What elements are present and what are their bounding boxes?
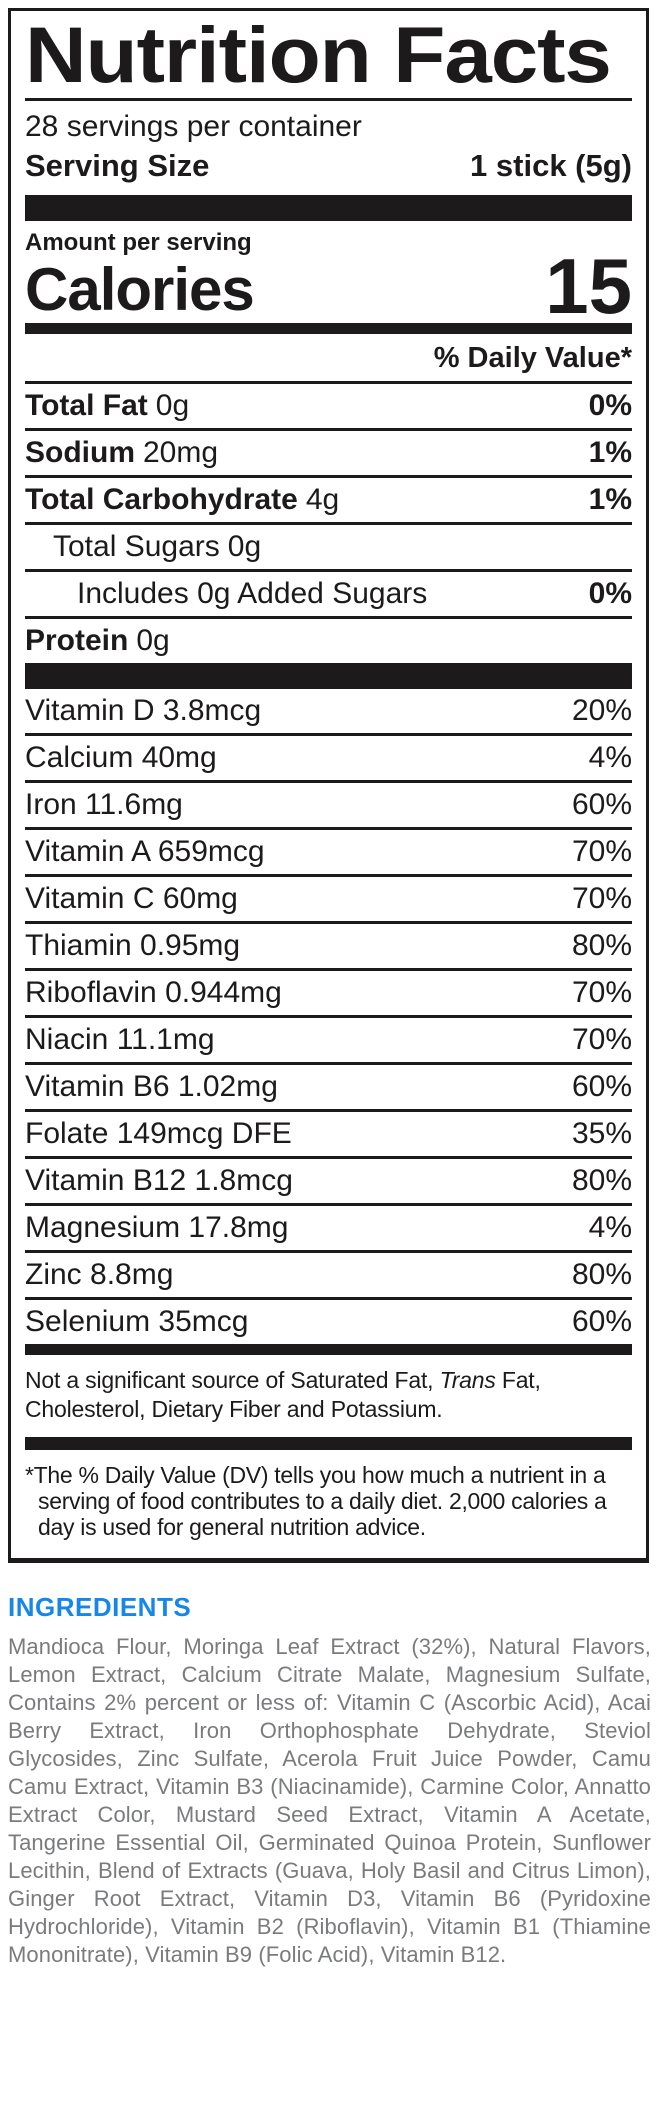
micronutrient-name: Zinc 8.8mg: [25, 1258, 174, 1292]
micronutrient-dv: 35%: [571, 1117, 632, 1151]
micronutrient-dv: 70%: [571, 976, 632, 1010]
divider-bar-medium: [25, 323, 632, 335]
calories-label: Calories: [25, 256, 255, 324]
micronutrient-dv: 80%: [571, 1258, 632, 1292]
micronutrient-name: Vitamin B12 1.8mcg: [25, 1164, 293, 1198]
nutrient-row-protein: Protein 0g: [25, 616, 632, 663]
micronutrient-name: Calcium 40mg: [25, 741, 217, 775]
micronutrient-row-thiamin: Thiamin 0.95mg 80%: [25, 921, 632, 968]
nutrient-dv: 1%: [588, 483, 632, 517]
micronutrient-dv: 60%: [571, 788, 632, 822]
micronutrient-name: Vitamin B6 1.02mg: [25, 1070, 278, 1104]
not-significant-note: Not a significant source of Saturated Fa…: [25, 1367, 541, 1423]
micronutrient-row-niacin: Niacin 11.1mg 70%: [25, 1015, 632, 1062]
calories-block: Amount per serving Calories 15: [25, 221, 632, 330]
nutrient-dv: 0%: [588, 389, 632, 423]
nutrient-dv: 1%: [588, 436, 632, 470]
nutrient-name: Total Fat: [25, 389, 148, 423]
divider-bar-medium: [25, 1344, 632, 1356]
micronutrient-name: Selenium 35mcg: [25, 1305, 249, 1339]
ingredients-text: Mandioca Flour, Moringa Leaf Extract (32…: [8, 1634, 651, 1967]
nutrient-amount: 0g: [136, 624, 170, 658]
nutrient-dv: 0%: [588, 577, 632, 611]
nutrient-row-total-fat: Total Fat 0g 0%: [25, 381, 632, 428]
micronutrient-dv: 4%: [588, 741, 632, 775]
micronutrient-row-selenium: Selenium 35mcg 60%: [25, 1297, 632, 1344]
nutrient-name: Total Carbohydrate: [25, 483, 298, 517]
micronutrient-name: Vitamin A 659mcg: [25, 835, 265, 869]
micronutrient-row-calcium: Calcium 40mg 4%: [25, 733, 632, 780]
micronutrient-name: Magnesium 17.8mg: [25, 1211, 289, 1245]
nutrient-name: Sodium: [25, 436, 135, 470]
serving-size-row: Serving Size 1 stick (5g): [25, 143, 632, 195]
calories-left: Amount per serving Calories: [25, 229, 255, 324]
micronutrient-row-riboflavin: Riboflavin 0.944mg 70%: [25, 968, 632, 1015]
nutrient-name: Includes 0g Added Sugars: [77, 577, 428, 611]
nutrition-facts-panel: Nutrition Facts 28 servings per containe…: [8, 8, 649, 1564]
micronutrient-name: Vitamin D 3.8mcg: [25, 694, 262, 728]
nutrient-amount: 20mg: [143, 436, 219, 470]
nutrient-amount: 0g: [155, 389, 190, 423]
serving-size-label: Serving Size: [25, 148, 210, 184]
ingredients-section: INGREDIENTS Mandioca Flour, Moringa Leaf…: [8, 1592, 651, 1969]
servings-per-container: 28 servings per container: [25, 110, 362, 144]
micronutrient-dv: 60%: [571, 1305, 632, 1339]
micronutrient-row-vitamin-a: Vitamin A 659mcg 70%: [25, 827, 632, 874]
micronutrient-dv: 4%: [588, 1211, 632, 1245]
micronutrient-dv: 20%: [571, 694, 632, 728]
calories-value: 15: [545, 241, 632, 330]
micronutrient-row-magnesium: Magnesium 17.8mg 4%: [25, 1203, 632, 1250]
nutrient-name: Protein: [25, 624, 129, 658]
micronutrient-row-vitamin-c: Vitamin C 60mg 70%: [25, 874, 632, 921]
micronutrient-row-vitamin-d: Vitamin D 3.8mcg 20%: [25, 689, 632, 733]
nutrient-row-total-sugars: Total Sugars 0g: [25, 522, 632, 569]
nutrient-row-total-carbohydrate: Total Carbohydrate 4g 1%: [25, 475, 632, 522]
divider-bar-thick: [25, 195, 632, 222]
nutrient-row-added-sugars: Includes 0g Added Sugars 0%: [25, 569, 632, 616]
micronutrient-dv: 60%: [571, 1070, 632, 1104]
micronutrient-row-iron: Iron 11.6mg 60%: [25, 780, 632, 827]
micronutrient-row-vitamin-b6: Vitamin B6 1.02mg 60%: [25, 1062, 632, 1109]
nutrient-amount: 4g: [305, 483, 340, 517]
divider-bar-medium: [25, 1437, 632, 1451]
micronutrient-name: Vitamin C 60mg: [25, 882, 238, 916]
divider-bar-thick: [25, 663, 632, 690]
micronutrient-name: Thiamin 0.95mg: [25, 929, 241, 963]
micronutrient-row-zinc: Zinc 8.8mg 80%: [25, 1250, 632, 1297]
micronutrient-name: Folate 149mcg DFE: [25, 1117, 292, 1151]
nutrient-row-sodium: Sodium 20mg 1%: [25, 428, 632, 475]
serving-size-value: 1 stick (5g): [470, 148, 632, 184]
micronutrient-name: Riboflavin 0.944mg: [25, 976, 282, 1010]
micronutrient-dv: 80%: [571, 929, 632, 963]
label-title: Nutrition Facts: [25, 15, 632, 102]
daily-value-header: % Daily Value*: [433, 342, 632, 375]
micronutrient-name: Iron 11.6mg: [25, 788, 183, 822]
micronutrient-row-vitamin-b12: Vitamin B12 1.8mcg 80%: [25, 1156, 632, 1203]
nutrient-name: Total Sugars: [53, 530, 220, 564]
nutrient-amount: 0g: [227, 530, 262, 564]
micronutrient-dv: 70%: [571, 835, 632, 869]
micronutrient-row-folate: Folate 149mcg DFE 35%: [25, 1109, 632, 1156]
micronutrient-name: Niacin 11.1mg: [25, 1023, 215, 1057]
micronutrient-dv: 70%: [571, 882, 632, 916]
amount-per-serving-label: Amount per serving: [25, 229, 252, 257]
daily-value-footnote: *The % Daily Value (DV) tells you how mu…: [25, 1462, 607, 1541]
micronutrient-dv: 70%: [571, 1023, 632, 1057]
ingredients-heading: INGREDIENTS: [8, 1592, 192, 1622]
micronutrient-dv: 80%: [571, 1164, 632, 1198]
